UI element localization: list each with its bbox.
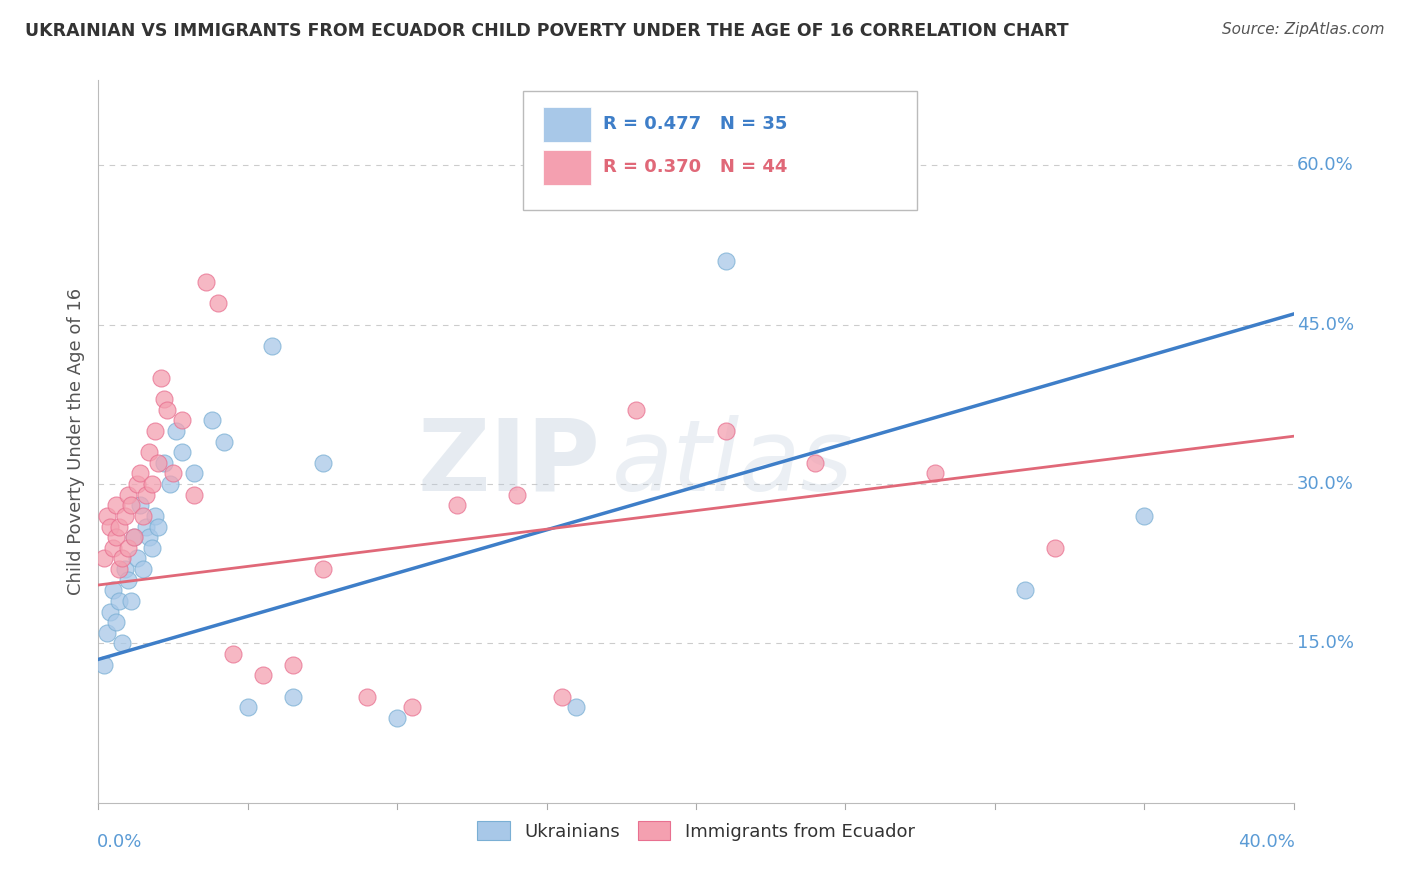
Point (207, 296, 229, 310)
Point (252, 668, 274, 682)
Point (212, 434, 235, 449)
Point (132, 508, 155, 523)
Point (141, 477, 163, 491)
Point (714, 254, 737, 268)
Point (281, 657, 304, 672)
Point (96, 625, 118, 640)
Point (183, 467, 205, 481)
Point (150, 371, 173, 385)
Point (105, 615, 128, 630)
Point (1014, 583, 1036, 598)
Point (201, 413, 224, 427)
Text: ZIP: ZIP (418, 415, 600, 512)
Point (506, 488, 529, 502)
Point (153, 392, 176, 406)
Point (108, 594, 131, 608)
Point (281, 690, 304, 704)
Point (183, 488, 205, 502)
Point (93, 551, 115, 566)
Point (159, 477, 181, 491)
Point (1043, 541, 1066, 555)
Point (111, 636, 134, 650)
Point (117, 541, 139, 555)
Point (114, 562, 136, 576)
Point (129, 467, 152, 481)
Point (550, 690, 572, 704)
Point (93, 657, 115, 672)
Point (385, 711, 409, 725)
Point (401, 700, 423, 714)
Point (236, 700, 259, 714)
Point (311, 562, 333, 576)
FancyBboxPatch shape (543, 151, 591, 185)
Point (96, 508, 118, 523)
Point (804, 456, 827, 470)
Point (117, 573, 139, 587)
FancyBboxPatch shape (523, 91, 917, 211)
Point (148, 519, 170, 533)
Point (108, 562, 131, 576)
Text: atlas: atlas (613, 415, 853, 512)
Point (143, 508, 166, 523)
Text: 30.0%: 30.0% (1298, 475, 1354, 493)
Text: 60.0%: 60.0% (1298, 156, 1354, 174)
Point (260, 339, 283, 353)
Point (138, 530, 160, 544)
Text: 0.0%: 0.0% (97, 833, 142, 851)
Point (195, 275, 218, 289)
Text: 45.0%: 45.0% (1298, 316, 1354, 334)
Text: 15.0%: 15.0% (1298, 634, 1354, 652)
Text: R = 0.370   N = 44: R = 0.370 N = 44 (603, 158, 787, 176)
Point (153, 456, 176, 470)
Point (105, 498, 128, 512)
Point (165, 424, 187, 438)
Point (127, 477, 149, 491)
Point (98, 605, 122, 619)
Point (103, 583, 125, 598)
Point (446, 498, 468, 512)
Point (111, 551, 134, 566)
Point (924, 467, 946, 481)
Point (1133, 508, 1156, 523)
Point (714, 424, 737, 438)
Point (172, 445, 194, 459)
Point (127, 551, 149, 566)
Point (117, 488, 139, 502)
Point (148, 456, 170, 470)
Text: 40.0%: 40.0% (1237, 833, 1295, 851)
Text: R = 0.477   N = 35: R = 0.477 N = 35 (603, 115, 787, 133)
Point (105, 530, 128, 544)
Legend: Ukrainians, Immigrants from Ecuador: Ukrainians, Immigrants from Ecuador (470, 814, 922, 848)
Point (132, 562, 155, 576)
FancyBboxPatch shape (543, 107, 591, 142)
Text: UKRAINIAN VS IMMIGRANTS FROM ECUADOR CHILD POVERTY UNDER THE AGE OF 16 CORRELATI: UKRAINIAN VS IMMIGRANTS FROM ECUADOR CHI… (25, 22, 1069, 40)
Point (138, 445, 160, 459)
Point (222, 647, 245, 661)
Point (141, 541, 163, 555)
Point (120, 498, 142, 512)
Point (626, 402, 648, 417)
Point (135, 488, 157, 502)
Y-axis label: Child Poverty Under the Age of 16: Child Poverty Under the Age of 16 (66, 288, 84, 595)
Point (129, 498, 152, 512)
Text: Source: ZipAtlas.com: Source: ZipAtlas.com (1222, 22, 1385, 37)
Point (108, 519, 131, 533)
Point (565, 700, 588, 714)
Point (120, 594, 142, 608)
Point (162, 467, 184, 481)
Point (98, 519, 122, 533)
Point (124, 530, 146, 544)
Point (172, 413, 194, 427)
Point (124, 530, 146, 544)
Point (356, 690, 378, 704)
Point (156, 402, 179, 417)
Point (103, 541, 125, 555)
Point (135, 519, 157, 533)
Point (143, 424, 166, 438)
Point (114, 508, 136, 523)
Point (311, 456, 333, 470)
